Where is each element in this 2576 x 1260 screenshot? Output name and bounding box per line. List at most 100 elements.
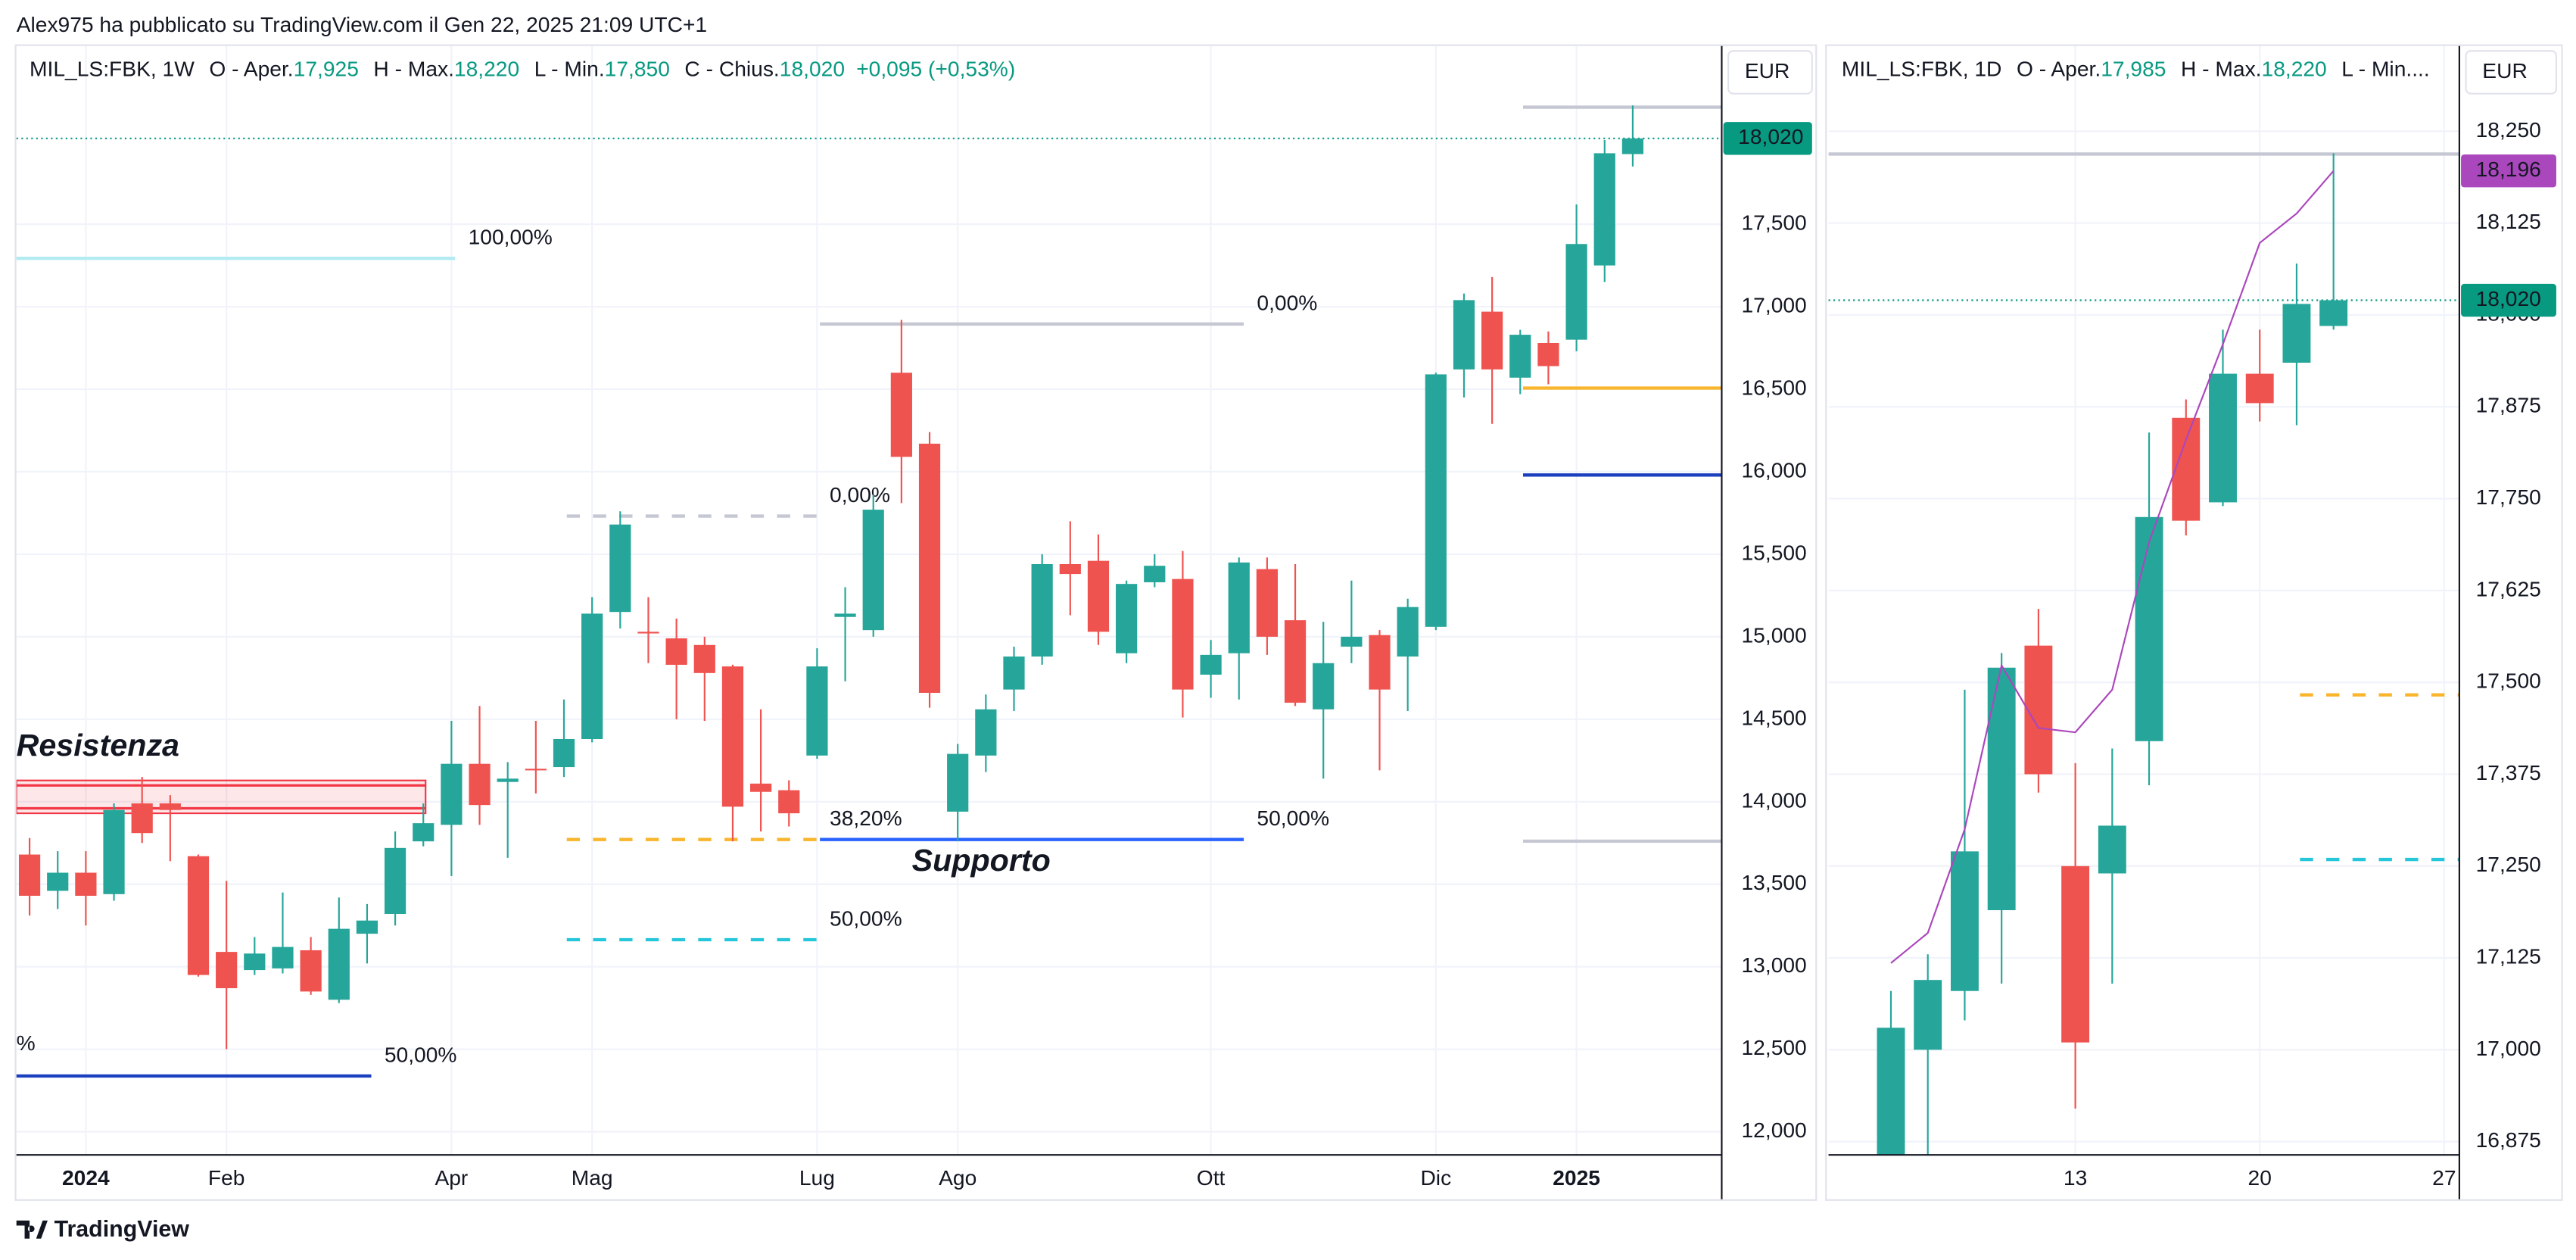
currency-box: [1727, 50, 1813, 95]
drawing-label: 0,00%: [1257, 290, 1317, 314]
candle-body: [187, 856, 210, 975]
candle-body: [131, 803, 153, 834]
legend-change: +0,095 (+0,53%): [856, 57, 1015, 81]
y-tick-label: 16,000: [1741, 457, 1806, 482]
x-tick-label: Lug: [799, 1165, 835, 1190]
candle-body: [441, 763, 463, 825]
y-tick-label: 14,000: [1741, 788, 1806, 812]
currency-box: [2465, 50, 2558, 95]
candle-body: [1425, 374, 1447, 627]
candle-body: [637, 632, 659, 634]
legend-value: 18,220: [2262, 57, 2327, 81]
candle-body: [1509, 335, 1531, 378]
legend-value: 17,850: [605, 57, 670, 81]
candle-body: [1313, 663, 1335, 710]
candle-body: [2172, 417, 2201, 521]
candle-body: [749, 783, 772, 792]
y-tick-label: 17,500: [2476, 669, 2541, 693]
candle-body: [2024, 645, 2053, 775]
drawing-label: 50,00%: [830, 906, 902, 930]
price-tag: [2461, 154, 2556, 188]
x-tick-label: Apr: [435, 1165, 468, 1190]
candle-body: [721, 666, 744, 807]
candle-body: [1256, 569, 1279, 637]
price-tag: [2461, 283, 2556, 317]
y-tick-label: 16,500: [1741, 375, 1806, 399]
candle-body: [525, 769, 547, 771]
plot: [1828, 152, 2459, 1156]
candle-body: [2098, 825, 2126, 874]
currency: EUR: [1745, 58, 1790, 83]
candle-body: [1200, 654, 1222, 675]
candle-body: [1059, 564, 1081, 575]
grid: [16, 45, 1722, 1156]
price-tag-label: 18,196: [2476, 157, 2541, 181]
annotation: Resistenza: [17, 728, 179, 763]
candle-body: [413, 823, 435, 842]
candle-body: [1228, 562, 1250, 653]
grid: [1828, 45, 2459, 1156]
y-tick-label: 12,500: [1741, 1035, 1806, 1059]
y-tick-label: 17,250: [2476, 852, 2541, 876]
candle-body: [609, 524, 631, 613]
y-tick-label: 18,250: [2476, 117, 2541, 142]
x-tick-label: 27: [2432, 1165, 2456, 1190]
header: Alex975 ha pubblicato su TradingView.com…: [17, 12, 707, 36]
candle-body: [581, 613, 603, 739]
legend: MIL_LS:FBK, 1D O - Aper.17,985 H - Max.18,…: [1842, 57, 2430, 81]
candle-body: [2061, 865, 2090, 1043]
legend: MIL_LS:FBK, 1W O - Aper.17,925 H - Max.18,…: [30, 57, 1015, 81]
candle-body: [75, 872, 97, 897]
x-tick-label: 2024: [62, 1165, 110, 1190]
y-tick-label: 16,875: [2476, 1127, 2541, 1152]
candle-body: [384, 847, 406, 914]
candle-body: [2245, 373, 2274, 404]
candle-body: [469, 763, 491, 806]
candle-body: [1537, 342, 1559, 366]
legend-value: 17,985: [2101, 57, 2166, 81]
charts: 100,00% 0,00% 0,00% 38,20% 50,00% 50,00% 50,00…: [16, 45, 2558, 1199]
candle-body: [918, 443, 941, 693]
candle-body: [2319, 300, 2348, 326]
candle-body: [1003, 657, 1025, 690]
candle-body: [975, 709, 997, 756]
candle-body: [1172, 579, 1194, 690]
x-tick-label: Ott: [1197, 1165, 1226, 1190]
drawing-label: 100,00%: [469, 225, 553, 249]
candle-body: [1144, 566, 1166, 582]
y-tick-label: 17,750: [2476, 485, 2541, 509]
currency: EUR: [2482, 58, 2528, 83]
candle-body: [947, 753, 969, 812]
candle-body: [47, 872, 69, 891]
candle-body: [497, 778, 519, 782]
candle-body: [2209, 373, 2237, 503]
annotation: %: [17, 1031, 36, 1055]
candle-body: [1987, 667, 2016, 910]
candle-body: [2282, 304, 2311, 363]
legend-label: H - Max.: [2181, 57, 2262, 81]
legend-value: 18,020: [780, 57, 845, 81]
legend-value: 17,925: [294, 57, 359, 81]
x-tick-label: 20: [2248, 1165, 2272, 1190]
footer-logo: [16, 1220, 48, 1239]
y-tick-label: 17,875: [2476, 393, 2541, 417]
y-tick-label: 14,500: [1741, 705, 1806, 729]
legend-label: O - Aper.: [2017, 57, 2101, 81]
y-tick-label: 13,000: [1741, 953, 1806, 977]
candle-body: [1369, 635, 1391, 690]
candle-body: [693, 644, 715, 673]
candle-body: [1950, 851, 1979, 991]
candle-body: [1397, 607, 1419, 657]
y-tick-label: 17,000: [2476, 1036, 2541, 1060]
candle-body: [356, 920, 378, 934]
candle-body: [553, 739, 575, 768]
candle-body: [834, 613, 856, 617]
y-tick-label: 18,125: [2476, 209, 2541, 233]
price-tag: [1723, 122, 1812, 155]
pane-border: [1825, 44, 2563, 1201]
plot: 100,00% 0,00% 0,00% 38,20% 50,00% 50,00% 50,00…: [16, 105, 1722, 1078]
candle-body: [2135, 516, 2163, 741]
candle-body: [1877, 1028, 1905, 1156]
candle-body: [1453, 300, 1475, 370]
